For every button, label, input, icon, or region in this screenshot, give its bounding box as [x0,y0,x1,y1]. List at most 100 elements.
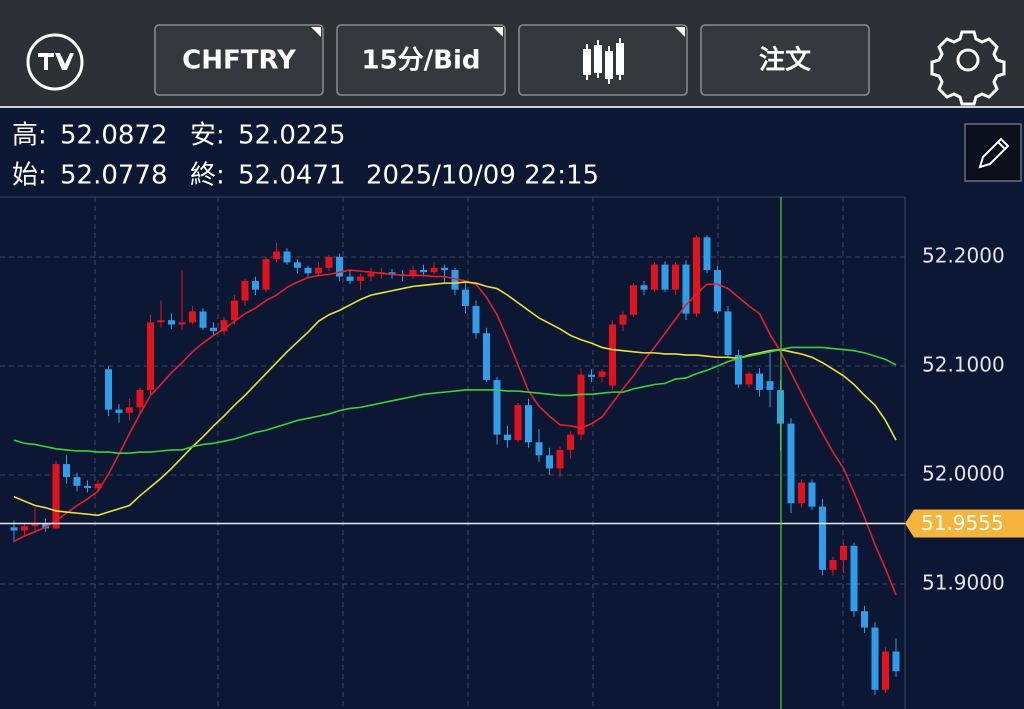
candle-body [189,311,196,323]
candle-body [147,322,154,390]
moving-average-line [13,346,897,454]
candle-body [871,627,879,690]
y-tick-label: 52.0000 [922,461,1005,485]
candle-body [273,251,280,260]
candle-body [336,256,343,277]
candle-body [714,270,721,312]
candle-body [462,289,469,307]
candle-body [451,270,459,290]
candle-body [588,374,595,377]
candle-body [661,264,669,290]
candle-body [52,464,60,529]
candle-body [798,482,805,504]
dropdown-corner [311,27,321,37]
info-low-value: 52.0225 [238,121,346,151]
candle-body [556,449,564,469]
drawing-tool-button[interactable] [964,123,1022,182]
candle-body [94,483,102,489]
candle-body [136,389,144,408]
candle-body [63,464,70,478]
candle-body [546,455,553,469]
candle-body [567,434,574,450]
candle-body [168,320,175,325]
candle-body [850,545,858,612]
candle-body [31,524,39,527]
candle-body [84,485,91,489]
button-frame [964,123,1022,182]
candle-body [861,611,868,628]
candle-body [787,423,795,504]
symbol-label: CHFTRY [182,46,297,76]
candle-body [756,373,763,390]
logo-mark [38,53,74,70]
logo-ring [26,33,84,91]
y-tick-label: 52.2000 [922,243,1005,267]
candle-body [577,374,585,435]
candle-body [766,381,774,390]
candle-icon [583,38,624,84]
candle-body [199,311,207,328]
last-price-tag [905,509,1024,538]
candle-body [735,355,742,385]
candle-body [525,405,532,443]
candle-body [472,306,480,334]
chart-type-button[interactable] [518,24,688,96]
candle-body [210,327,217,332]
candle-body [504,434,511,441]
candle-body [420,270,427,273]
candle-body [262,259,270,290]
candle-body [745,373,753,385]
candle-body [283,251,291,263]
logo-button[interactable] [26,33,84,91]
candle-body [693,237,700,314]
dropdown-corner [493,27,503,37]
candle-body [819,506,826,570]
candle-body [724,311,732,356]
info-high-label: 高: [12,121,47,151]
interval-label: 15分/Bid [361,46,480,76]
candle-body [231,300,238,321]
candle-body [630,285,637,315]
candle-body [609,324,616,386]
candle-body [882,651,889,690]
dropdown-corner [675,27,685,37]
candle-body [682,264,690,314]
moving-average-line [13,281,897,517]
candle-body [388,272,396,275]
pencil-icon [978,137,1010,169]
chart-background [0,109,1024,709]
candle-body [105,369,112,410]
candle-body [220,320,228,332]
candle-body [483,333,490,381]
candle-body [514,405,522,441]
candle-body [619,314,627,325]
info-high-value: 52.0872 [60,121,168,151]
info-datetime: 2025/10/09 22:15 [366,161,599,191]
symbol-button[interactable]: CHFTRY [154,24,324,96]
candle-body [367,273,375,277]
candle-body [42,524,49,529]
candle-body [829,559,837,570]
candle-body [651,264,658,290]
info-low-label: 安: [190,121,225,151]
info-open-label: 始: [12,161,47,191]
gear-outline [930,30,1006,106]
candle-body [357,276,364,281]
candle-body [325,256,333,268]
moving-average-line [13,269,897,596]
candle-body [294,262,301,268]
order-button[interactable]: 注文 [700,24,870,96]
candle-body [157,320,165,323]
order-label: 注文 [759,45,812,76]
candle-body [21,526,28,531]
candle-body [115,409,123,413]
settings-button[interactable] [930,30,1006,106]
info-close-value: 52.0471 [238,161,346,191]
candle-body [430,267,438,273]
candle-body [840,545,847,560]
interval-button[interactable]: 15分/Bid [336,24,506,96]
gear-hub [956,48,980,72]
candle-body [640,285,648,290]
